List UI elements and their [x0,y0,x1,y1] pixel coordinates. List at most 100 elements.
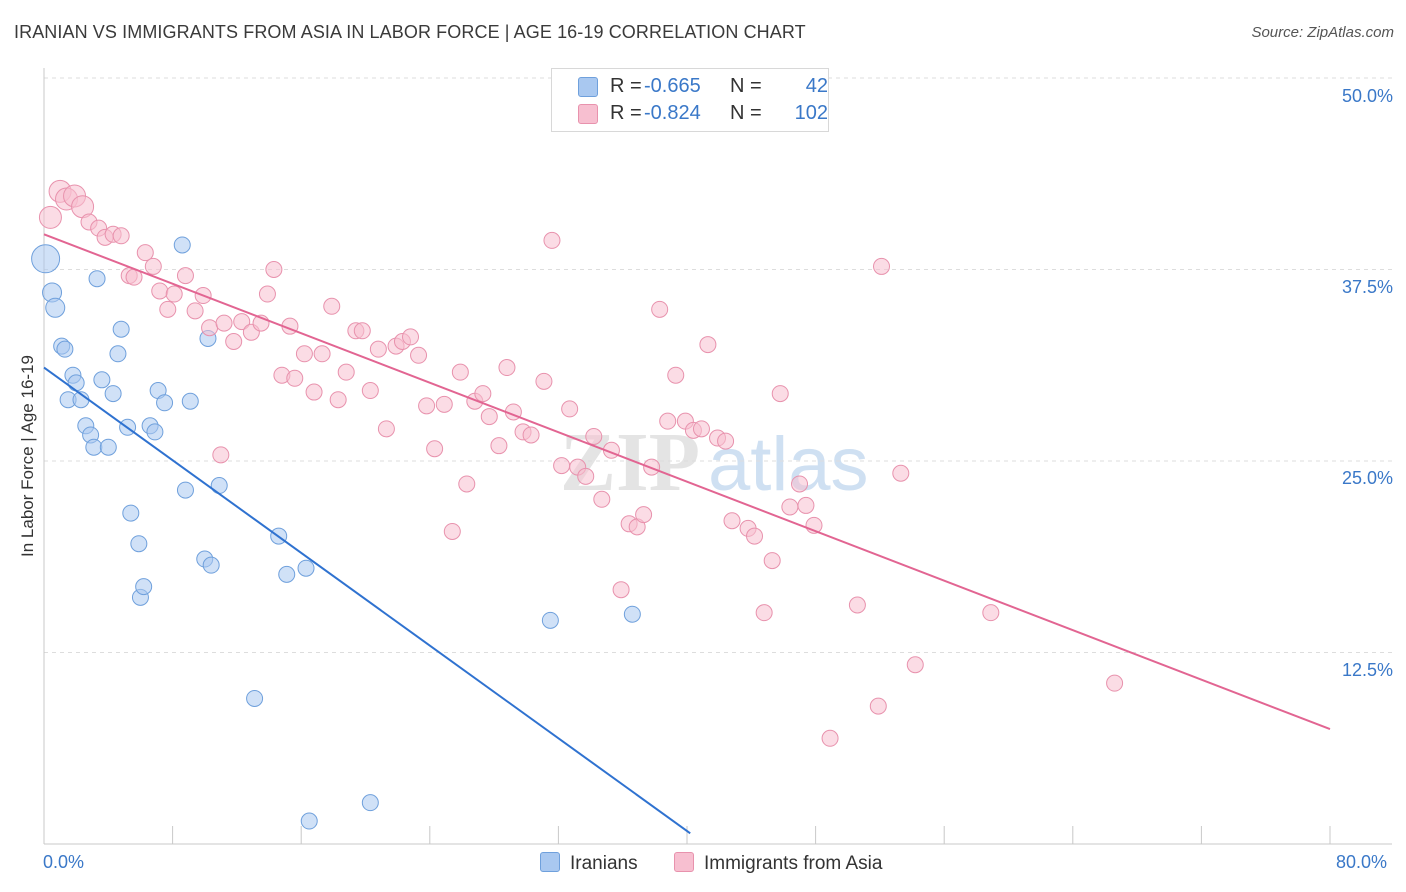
data-point [45,297,66,318]
x-tick-label-max: 80.0% [1336,852,1388,872]
data-point [225,333,243,351]
bottom-legend-label: Iranians [570,853,638,874]
correlation-legend: R = -0.665 N = 42 R = -0.824 N = 102 [551,68,829,132]
data-point [361,794,379,812]
data-point [426,440,444,458]
data-point [173,236,191,254]
legend-swatch-immigrants-from-asia [578,104,598,124]
legend-r-value: -0.665 [644,75,701,97]
data-point [402,328,420,346]
data-point [410,346,428,364]
legend-n-label: N = [730,75,762,97]
data-point [717,432,735,450]
data-point [99,438,117,456]
data-point [176,481,194,499]
data-point [585,427,603,445]
legend-n-label: N = [730,102,762,124]
data-point [553,457,571,475]
data-point [295,345,313,363]
data-point [323,297,341,315]
y-tick-label-12-5: 12.5% [1341,660,1393,680]
data-point [755,604,773,622]
data-point [361,382,379,400]
data-point [535,372,553,390]
data-point [418,397,436,415]
data-point [667,366,685,384]
trend-line-immigrants-from-asia [43,233,1331,731]
data-point [88,270,106,288]
data-point [136,244,154,262]
data-point [1106,674,1124,692]
data-point [635,506,653,524]
data-point [109,345,127,363]
data-point [543,231,561,249]
data-point [38,205,62,229]
data-point [498,359,516,377]
data-point [201,319,219,337]
data-point [135,578,153,596]
data-point [56,340,74,358]
data-point [112,227,130,245]
y-tick-label-50: 50.0% [1341,86,1393,106]
data-point [892,464,910,482]
legend-n-value: 102 [794,102,828,124]
series-immigrants-from-asia [38,179,1124,747]
data-point [233,313,251,331]
data-point [797,496,815,514]
bottom-legend-swatch-immigrants-from-asia [674,852,694,872]
data-point [215,314,233,332]
legend-r-label: R = [610,102,642,124]
x-tick-label-min: 0.0% [43,852,85,872]
data-point [651,300,669,318]
data-point [763,552,781,570]
data-point [313,345,331,363]
bottom-legend-swatch-iranians [540,852,560,872]
data-point [286,369,304,387]
data-point [869,697,887,715]
data-point [623,605,641,623]
gridlines [44,77,1392,653]
data-point [176,267,194,285]
data-point [353,322,371,340]
data-point [300,812,318,830]
data-point [297,559,315,577]
data-point [202,556,220,574]
series-iranians [31,236,641,830]
data-point [443,522,461,540]
data-point [490,437,508,455]
data-point [85,438,103,456]
data-point [165,285,183,303]
data-point [159,300,177,318]
data-point [151,282,169,300]
data-point [781,498,799,516]
data-point [93,371,111,389]
chart-title: IRANIAN VS IMMIGRANTS FROM ASIA IN LABOR… [14,22,806,42]
data-point [612,581,630,599]
data-point [982,604,1000,622]
data-point [873,257,891,275]
data-point [746,527,764,545]
data-point [458,475,476,493]
data-point [278,565,296,583]
data-point [122,504,140,522]
data-point [265,261,283,278]
bottom-legend-iranians: Iranians [540,852,638,875]
data-point [906,656,924,674]
data-point [848,596,866,614]
data-point [771,385,789,403]
data-point [67,374,85,392]
legend-n-value: 42 [805,75,828,97]
data-point [186,302,204,320]
data-point [692,420,710,438]
data-point [377,420,395,438]
data-point [561,400,579,418]
legend-r-value: -0.824 [644,102,701,124]
data-point [258,285,276,303]
data-point [329,391,347,409]
trend-lines [43,233,1331,835]
watermark-atlas: atlas [708,422,869,507]
data-point [246,689,264,707]
y-axis-label: In Labor Force | Age 16-19 [18,355,37,557]
legend-swatch-iranians [578,77,598,97]
